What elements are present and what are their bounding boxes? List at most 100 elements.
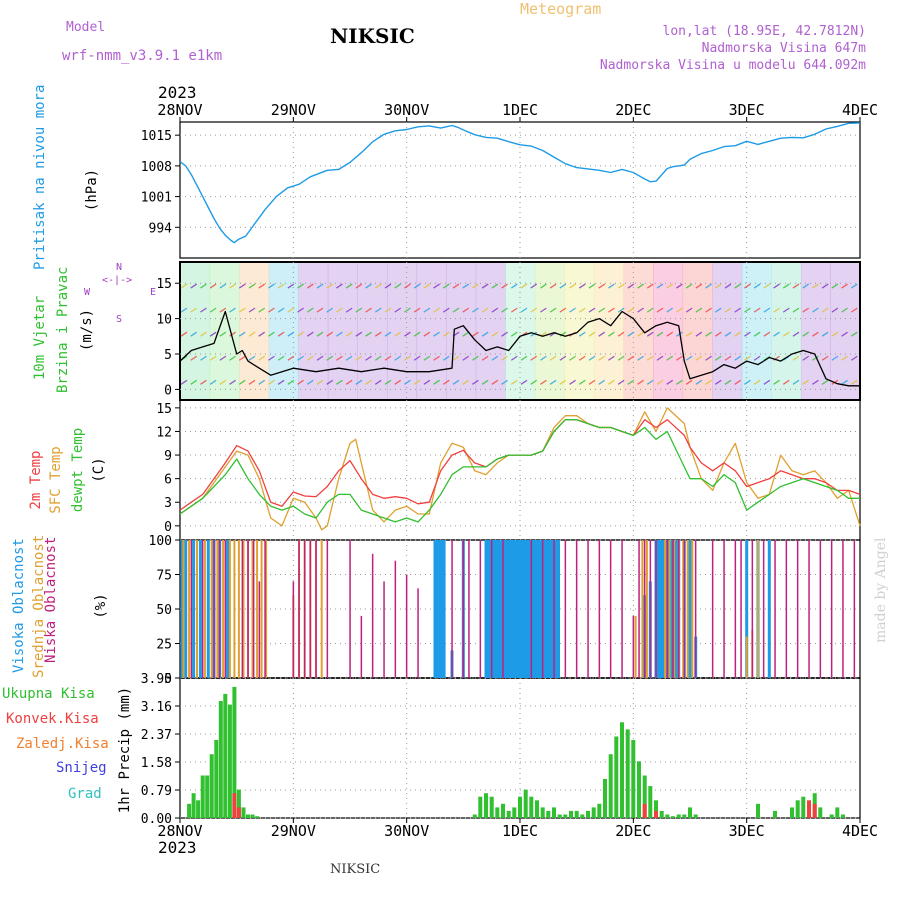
wind-arrow xyxy=(306,379,314,385)
low-cloud-bar xyxy=(677,540,680,678)
wind-band-segment xyxy=(180,262,211,400)
low-cloud-bar xyxy=(808,540,810,678)
x-tick-label: 28NOV xyxy=(157,822,202,840)
low-cloud-bar xyxy=(830,540,833,678)
wind-arrow xyxy=(229,307,236,313)
wind-arrow xyxy=(355,331,363,337)
wind-arrow xyxy=(656,307,664,313)
total-precip-bar xyxy=(246,814,250,818)
total-precip-bar xyxy=(659,810,664,818)
wind-arrow xyxy=(219,331,227,337)
low-cloud-bar xyxy=(723,540,725,678)
x-tick-label: 3DEC xyxy=(729,101,765,119)
wind-arrow xyxy=(452,355,460,361)
wind-band-segment xyxy=(830,262,861,400)
wind-arrow xyxy=(326,355,334,361)
low-cloud-bar xyxy=(842,540,844,678)
wind-arrow xyxy=(695,307,703,313)
wind-arrow xyxy=(588,355,596,361)
high-cloud-bar xyxy=(543,540,547,678)
wind-arrow xyxy=(248,283,256,289)
mid-cloud-bar xyxy=(196,540,198,678)
total-precip-bar xyxy=(255,816,260,818)
low-cloud-bar xyxy=(632,615,635,678)
low-cloud-bar xyxy=(309,540,312,678)
wind-arrow xyxy=(666,355,674,361)
high-cloud-bar xyxy=(507,540,511,678)
wind-arrow xyxy=(578,379,586,385)
wind-arrow xyxy=(326,379,334,385)
wind-arrow xyxy=(608,283,615,289)
wind-arrow xyxy=(588,379,596,385)
wind-arrow xyxy=(646,379,654,385)
y-tick-label: 9 xyxy=(164,449,172,464)
wind-arrow xyxy=(744,355,751,361)
mid-cloud-bar xyxy=(745,636,748,678)
mid-cloud-bar xyxy=(260,540,263,678)
wind-arrow xyxy=(705,331,712,337)
wind-arrow xyxy=(850,283,858,289)
low-cloud-bar xyxy=(468,540,470,678)
wind-arrow xyxy=(520,379,528,385)
wind-arrow xyxy=(792,379,800,385)
wind-arrow xyxy=(248,379,256,385)
wind-arrow xyxy=(559,283,567,289)
wind-arrow xyxy=(714,379,722,385)
total-precip-bar xyxy=(552,807,556,818)
high-cloud-bar xyxy=(532,540,536,678)
high-cloud-bar xyxy=(509,540,513,678)
low-cloud-bar xyxy=(672,540,674,678)
wind-arrow xyxy=(404,355,411,361)
wind-arrow xyxy=(433,307,440,313)
low-cloud-bar xyxy=(575,540,578,678)
y-tick-label: 100 xyxy=(149,534,172,549)
wind-arrow xyxy=(472,307,479,313)
y-tick-label: 994 xyxy=(149,221,173,236)
high-cloud-bar xyxy=(192,540,196,678)
wind-arrow xyxy=(384,379,392,385)
wind-arrow xyxy=(753,355,761,361)
wind-arrow xyxy=(763,379,771,385)
wind-arrow xyxy=(734,331,742,337)
wind-arrow xyxy=(569,307,576,313)
wind-arrow xyxy=(481,355,489,361)
wind-arrow xyxy=(472,379,479,385)
mid-cloud-bar xyxy=(664,540,667,678)
total-precip-bar xyxy=(631,740,636,818)
model-label: Model xyxy=(66,20,106,35)
wind-arrow xyxy=(656,355,664,361)
high-cloud-bar xyxy=(557,540,560,678)
low-cloud-bar xyxy=(694,540,697,678)
low-cloud-bar xyxy=(683,540,686,678)
wind-band-segment xyxy=(446,262,477,400)
wind-arrow xyxy=(394,355,402,361)
wind-arrow xyxy=(578,283,586,289)
footer-station: NIKSIC xyxy=(330,862,381,877)
wind-arrow xyxy=(491,355,499,361)
wind-arrow xyxy=(287,307,295,313)
wind-arrow xyxy=(200,307,207,313)
wind-arrow xyxy=(598,331,606,337)
total-precip-bar xyxy=(472,814,477,818)
wind-arrow xyxy=(238,355,246,361)
model-name: wrf-nmm_v3.9.1 e1km xyxy=(62,48,223,64)
wind-arrow xyxy=(812,379,819,385)
wind-arrow xyxy=(676,355,683,361)
wind-arrow xyxy=(695,283,703,289)
high-cloud-bar xyxy=(491,540,495,678)
wind-arrow xyxy=(423,283,431,289)
high-cloud-bar xyxy=(495,540,499,678)
total-precip-bar xyxy=(205,775,210,818)
total-precip-bar xyxy=(597,803,602,818)
wind-band-segment xyxy=(298,262,329,400)
wind-arrow xyxy=(316,379,324,385)
wind-arrow xyxy=(277,355,285,361)
high-cloud-bar xyxy=(523,540,526,678)
low-cloud-bar xyxy=(201,540,204,678)
wind-arrow xyxy=(646,331,654,337)
wind-arrow xyxy=(685,307,693,313)
wind-arrow xyxy=(646,355,654,361)
wind-arrow xyxy=(549,379,557,385)
high-cloud-bar xyxy=(534,540,538,678)
wind-arrow xyxy=(384,331,392,337)
